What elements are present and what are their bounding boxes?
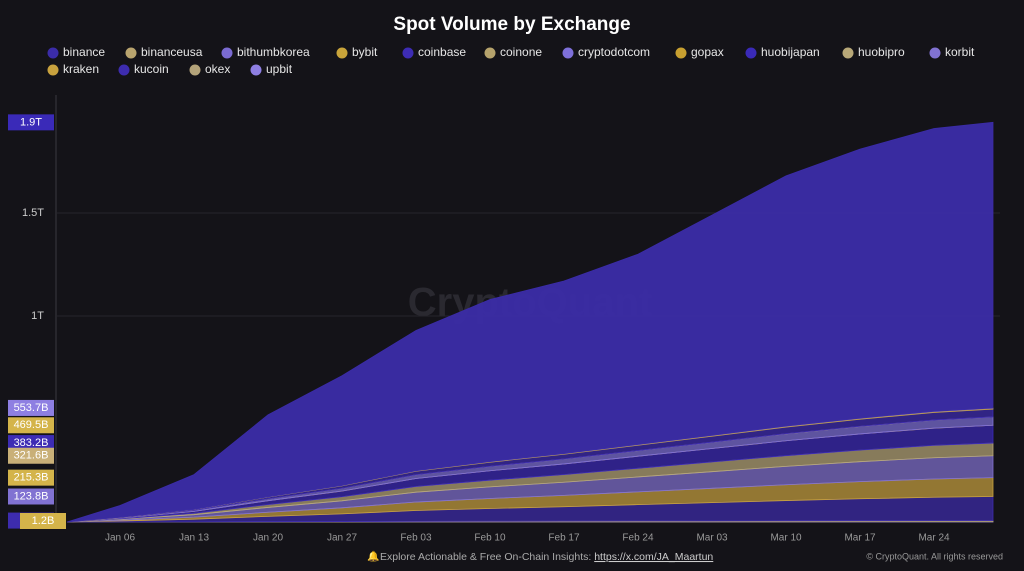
legend-label: upbit (266, 62, 293, 76)
legend-label: okex (205, 62, 230, 76)
value-flag (8, 469, 54, 486)
legend-swatch (250, 64, 262, 76)
legend-item[interactable]: korbit (929, 45, 976, 59)
legend-item[interactable]: bithumbkorea (221, 45, 311, 59)
legend-swatch (118, 64, 130, 76)
legend-swatch (47, 64, 59, 76)
footer-note-text: Explore Actionable & Free On-Chain Insig… (380, 551, 591, 563)
legend-swatch (745, 47, 757, 59)
value-flag (8, 399, 54, 416)
value-flag-label: 215.3B (14, 472, 49, 484)
value-flag (8, 447, 54, 464)
copyright: © CryptoQuant. All rights reserved (866, 551, 1003, 561)
legend-swatch (402, 47, 414, 59)
x-tick-label: Mar 10 (770, 533, 802, 544)
legend-label: kraken (63, 62, 99, 76)
x-tick-label: Jan 27 (327, 533, 357, 544)
x-tick-label: Jan 13 (179, 533, 209, 544)
legend-swatch (484, 47, 496, 59)
legend-label: binance (63, 45, 105, 59)
x-tick-label: Mar 17 (844, 533, 876, 544)
value-flag-label: 123.8B (14, 490, 49, 502)
x-tick-label: Mar 03 (696, 533, 728, 544)
x-tick-label: Feb 24 (622, 533, 654, 544)
value-flag (8, 417, 54, 434)
value-flag (8, 435, 54, 452)
value-flag (20, 513, 66, 529)
legend-item[interactable]: kucoin (118, 62, 169, 76)
y-tick-label: 1.5T (22, 207, 44, 219)
legend-item[interactable]: upbit (250, 62, 293, 76)
x-tick-label: Jan 20 (253, 533, 283, 544)
value-flag-label: 553.7B (14, 402, 49, 414)
legend-swatch (47, 47, 59, 59)
legend-label: korbit (945, 45, 975, 59)
legend-label: kucoin (134, 62, 169, 76)
legend-label: bybit (352, 45, 378, 59)
x-tick-label: Feb 03 (400, 533, 432, 544)
x-tick-label: Jan 06 (105, 533, 135, 544)
legend-item[interactable]: coinone (484, 45, 543, 59)
value-flag-label: 383.2B (14, 437, 49, 449)
legend-item[interactable]: okex (189, 62, 231, 76)
legend-swatch (842, 47, 854, 59)
legend-label: cryptodotcom (578, 45, 650, 59)
value-flag (8, 488, 54, 505)
value-flag-label: 1.9T (20, 116, 42, 128)
legend-item[interactable]: kraken (47, 62, 100, 76)
legend-item[interactable]: binanceusa (125, 45, 203, 59)
legend-swatch (675, 47, 687, 59)
legend-label: bithumbkorea (237, 45, 310, 59)
footer-link[interactable]: https://x.com/JA_Maartun (594, 551, 713, 563)
legend-item[interactable]: binance (47, 45, 106, 59)
value-flag-label: 321.6B (14, 450, 49, 462)
footer-note: Explore Actionable & Free On-Chain Insig… (380, 551, 713, 563)
legend-swatch (221, 47, 233, 59)
value-flag-label: 1.2B (32, 515, 55, 527)
legend-label: huobijapan (761, 45, 820, 59)
bell-icon: 🔔 (367, 551, 379, 563)
legend-item[interactable]: huobijapan (745, 45, 820, 59)
legend-swatch (125, 47, 137, 59)
legend-item[interactable]: gopax (675, 45, 724, 59)
legend-item[interactable]: bybit (336, 45, 379, 59)
x-tick-label: Feb 17 (548, 533, 580, 544)
value-flag-label: 469.5B (14, 419, 49, 431)
legend-swatch (562, 47, 574, 59)
legend-swatch (189, 64, 201, 76)
legend-label: coinbase (418, 45, 466, 59)
legend-label: coinone (500, 45, 542, 59)
legend-item[interactable]: huobipro (842, 45, 906, 59)
legend-swatch (336, 47, 348, 59)
chart-title: Spot Volume by Exchange (393, 14, 630, 35)
area (66, 121, 994, 523)
legend-item[interactable]: cryptodotcom (562, 45, 651, 59)
legend-item[interactable]: coinbase (402, 45, 467, 59)
x-tick-label: Feb 10 (474, 533, 506, 544)
legend-label: binanceusa (141, 45, 203, 59)
legend-label: huobipro (858, 45, 905, 59)
y-tick-label: 1T (31, 310, 44, 322)
legend-swatch (929, 47, 941, 59)
legend-label: gopax (691, 45, 724, 59)
x-tick-label: Mar 24 (918, 533, 950, 544)
value-flag (8, 114, 54, 131)
